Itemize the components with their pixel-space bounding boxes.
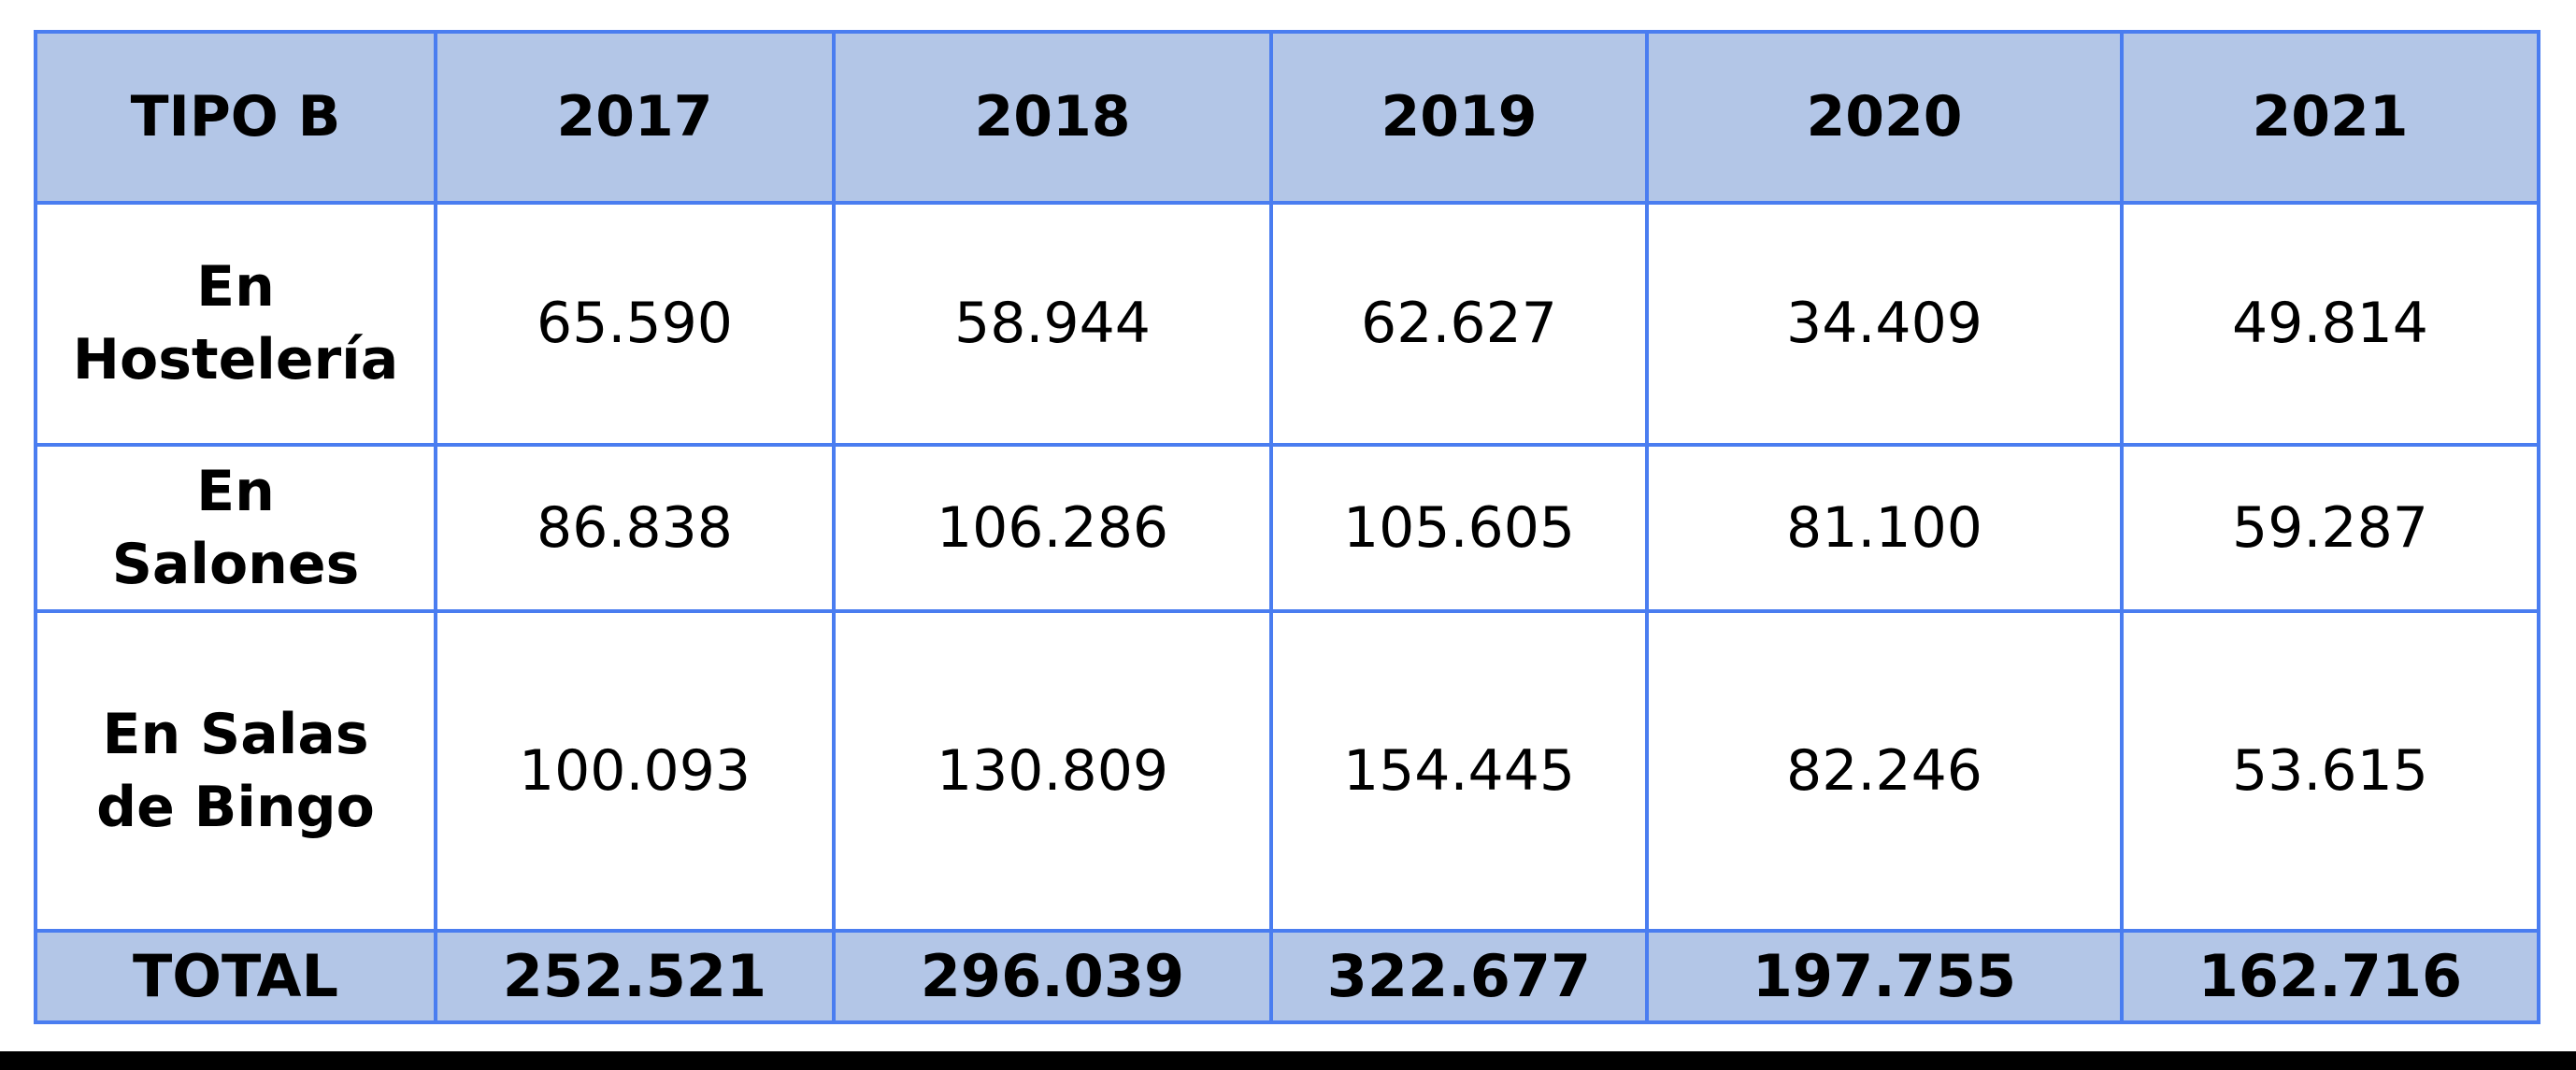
total-row: TOTAL 252.521 296.039 322.677 197.755 16… xyxy=(34,928,2540,1025)
row-label-line: En xyxy=(196,458,275,524)
header-cell-2019: 2019 xyxy=(1269,30,1649,205)
total-label: TOTAL xyxy=(34,928,437,1025)
bottom-border-bar xyxy=(0,1051,2576,1070)
row-label-line: Hostelería xyxy=(72,327,399,393)
value-cell: 58.944 xyxy=(832,200,1273,447)
table-row-salones: En Salones 86.838 106.286 105.605 81.100 … xyxy=(34,442,2540,614)
row-label-line: de Bingo xyxy=(96,774,375,840)
value-cell: 86.838 xyxy=(434,442,836,614)
header-row: TIPO B 2017 2018 2019 2020 2021 xyxy=(34,30,2540,205)
data-table: TIPO B 2017 2018 2019 2020 2021 En Hostel… xyxy=(34,30,2540,1025)
value-cell: 65.590 xyxy=(434,200,836,447)
total-value-cell: 162.716 xyxy=(2120,928,2540,1025)
header-cell-2017: 2017 xyxy=(434,30,836,205)
total-value-cell: 197.755 xyxy=(1645,928,2124,1025)
table-row-bingo: En Salas de Bingo 100.093 130.809 154.445… xyxy=(34,609,2540,933)
value-cell: 53.615 xyxy=(2120,609,2540,933)
data-table-container: TIPO B 2017 2018 2019 2020 2021 En Hostel… xyxy=(34,30,2540,1025)
value-cell: 82.246 xyxy=(1645,609,2124,933)
total-value-cell: 296.039 xyxy=(832,928,1273,1025)
value-cell: 49.814 xyxy=(2120,200,2540,447)
value-cell: 62.627 xyxy=(1269,200,1649,447)
header-cell-2021: 2021 xyxy=(2120,30,2540,205)
total-value-cell: 252.521 xyxy=(434,928,836,1025)
header-cell-2018: 2018 xyxy=(832,30,1273,205)
value-cell: 154.445 xyxy=(1269,609,1649,933)
value-cell: 59.287 xyxy=(2120,442,2540,614)
value-cell: 106.286 xyxy=(832,442,1273,614)
row-label-line: En Salas xyxy=(102,701,369,767)
row-label-line: En xyxy=(196,254,275,321)
value-cell: 100.093 xyxy=(434,609,836,933)
value-cell: 130.809 xyxy=(832,609,1273,933)
value-cell: 81.100 xyxy=(1645,442,2124,614)
value-cell: 34.409 xyxy=(1645,200,2124,447)
row-label-line: Salones xyxy=(111,531,360,597)
total-value-cell: 322.677 xyxy=(1269,928,1649,1025)
row-label-salones: En Salones xyxy=(34,442,437,614)
header-cell-2020: 2020 xyxy=(1645,30,2124,205)
row-label-bingo: En Salas de Bingo xyxy=(34,609,437,933)
header-cell-tipo: TIPO B xyxy=(34,30,437,205)
value-cell: 105.605 xyxy=(1269,442,1649,614)
table-row-hosteleria: En Hostelería 65.590 58.944 62.627 34.409… xyxy=(34,200,2540,447)
row-label-hosteleria: En Hostelería xyxy=(34,200,437,447)
